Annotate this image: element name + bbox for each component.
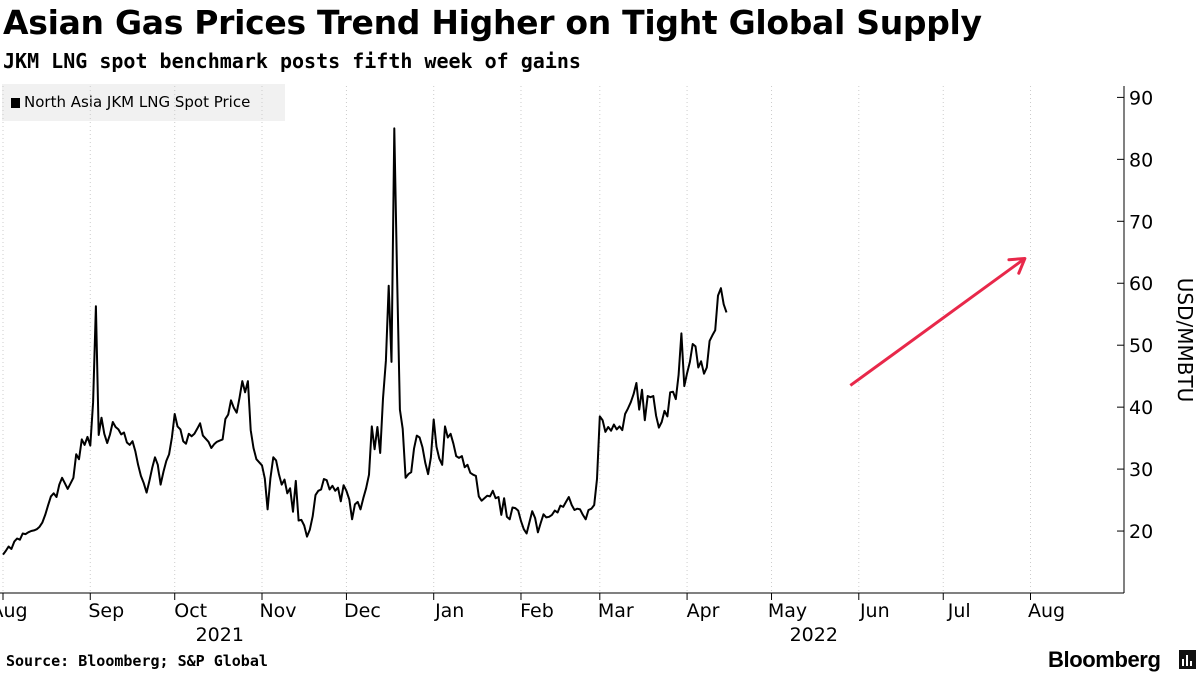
y-tick-label: 70 — [1129, 211, 1153, 233]
legend-label: North Asia JKM LNG Spot Price — [24, 93, 251, 111]
y-tick-label: 30 — [1129, 459, 1153, 481]
x-tick-label: Jun — [859, 600, 890, 622]
y-tick-label: 80 — [1129, 149, 1153, 171]
x-tick-label: May — [768, 600, 807, 622]
bloomberg-logo: Bloomberg — [1048, 647, 1161, 672]
y-tick-label: 60 — [1129, 273, 1153, 295]
x-tick-label: Aug — [1028, 600, 1065, 622]
x-tick-label: Dec — [344, 600, 381, 622]
trend-arrow-shaft — [849, 257, 1026, 387]
series-layer — [2, 127, 728, 556]
x-year-label: 2022 — [790, 624, 838, 646]
x-tick-label: Jan — [434, 600, 464, 622]
trend-arrow-head-icon — [1007, 256, 1027, 275]
chart-title: Asian Gas Prices Trend Higher on Tight G… — [3, 3, 982, 42]
x-tick-label: Jul — [947, 600, 971, 622]
y-axis-title: USD/MMBTU — [1173, 278, 1197, 403]
x-year-label: 2021 — [196, 624, 244, 646]
axes: 20 30 40 50 60 70 80 90 USD/MMBTU Aug Sep Oct Nov Dec… — [0, 86, 1197, 646]
y-tick-label: 50 — [1129, 335, 1153, 357]
x-tick-label: Aug — [0, 600, 28, 622]
x-tick-label: Sep — [88, 600, 124, 622]
x-tick-label: Apr — [687, 600, 720, 622]
price-series-line — [2, 127, 728, 556]
legend: North Asia JKM LNG Spot Price — [2, 84, 285, 121]
x-tick-label: Nov — [259, 600, 296, 622]
x-tick-label: Mar — [598, 600, 634, 622]
y-tick-label: 20 — [1129, 521, 1153, 543]
annotation-layer — [849, 256, 1027, 387]
legend-swatch-icon — [11, 98, 20, 108]
y-tick-label: 40 — [1129, 397, 1153, 419]
x-tick-label: Oct — [174, 600, 207, 622]
chart-subtitle: JKM LNG spot benchmark posts fifth week … — [3, 49, 581, 73]
y-tick-label: 90 — [1129, 87, 1153, 109]
source-note: Source: Bloomberg; S&P Global — [6, 652, 268, 670]
terminal-icon — [1179, 650, 1196, 669]
x-tick-label: Feb — [520, 600, 554, 622]
